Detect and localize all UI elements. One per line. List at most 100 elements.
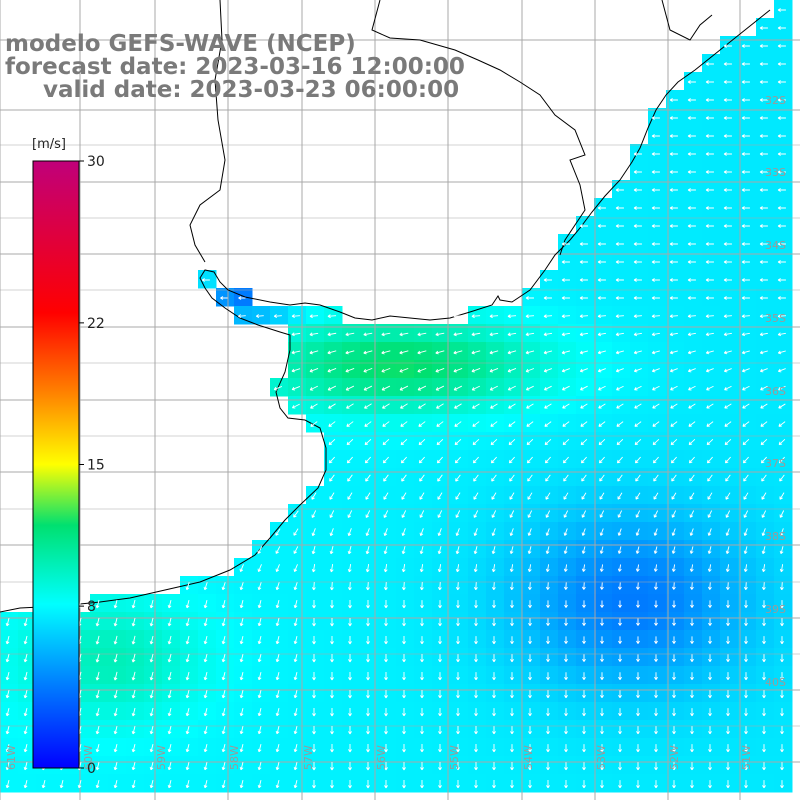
wind-arrow [291,368,301,373]
wind-arrow [617,474,623,482]
wind-arrow [492,618,496,627]
field-cell [576,468,595,487]
field-cell [234,738,253,757]
wind-arrow [364,456,371,464]
wind-arrow [741,44,750,48]
wind-arrow [741,134,750,138]
field-cell [666,648,685,667]
field-cell [738,612,757,631]
wind-arrow [95,707,100,717]
wind-arrow [41,780,46,789]
field-cell [540,594,559,613]
field-cell [198,774,217,793]
wind-arrow [454,456,461,464]
field-cell [702,774,721,793]
wind-arrow [291,350,301,355]
field-cell [468,612,487,631]
wind-arrow [743,528,748,536]
wind-arrow [741,368,750,373]
field-cell [558,270,577,289]
wind-arrow [455,510,461,518]
field-cell [378,486,397,505]
wind-arrow [239,636,244,645]
longitude-label: 56W [375,745,388,770]
wind-arrow [543,350,553,355]
field-cell [378,612,397,631]
field-cell [684,558,703,577]
wind-arrow [546,618,550,626]
field-cell [270,702,289,721]
field-cell [720,54,739,73]
field-cell [108,648,127,667]
field-cell [432,324,451,343]
field-cell [756,324,775,343]
field-cell [270,522,289,541]
wind-arrow [707,492,713,500]
field-cell [648,234,667,253]
wind-arrow [273,314,282,319]
wind-arrow [707,582,712,590]
wind-arrow [23,653,28,663]
wind-arrow [471,385,481,391]
field-cell [594,522,613,541]
field-cell [414,594,433,613]
wind-arrow [453,314,463,319]
field-cell [360,522,379,541]
field-cell [144,702,163,721]
wind-arrow [402,726,406,735]
field-cell [630,486,649,505]
field-cell [180,774,199,793]
wind-arrow [257,708,262,717]
wind-arrow [131,635,136,645]
wind-arrow [239,726,244,735]
latitude-label: 36S [765,385,786,398]
wind-arrow [672,726,676,735]
field-cell [126,702,145,721]
wind-arrow [724,439,732,446]
field-cell [720,720,739,739]
field-cell [216,738,235,757]
wind-arrow [777,350,786,355]
field-cell [774,162,793,181]
wind-arrow [95,653,100,663]
wind-arrow [239,690,244,699]
wind-arrow [579,314,588,319]
field-cell [216,594,235,613]
wind-arrow [185,671,190,681]
wind-arrow [599,510,605,518]
field-cell [252,666,271,685]
wind-arrow [759,296,768,300]
wind-arrow [687,332,696,337]
wind-arrow [705,134,714,138]
wind-arrow [419,546,424,555]
wind-arrow [420,690,424,699]
wind-arrow [438,744,442,753]
wind-arrow [328,403,336,409]
wind-arrow [239,672,244,681]
wind-arrow [95,762,100,771]
field-cell [738,198,757,217]
field-cell [648,180,667,199]
field-cell [774,558,793,577]
field-cell [108,720,127,739]
field-cell [594,486,613,505]
wind-arrow [113,744,118,753]
wind-arrow [348,636,352,645]
wind-arrow [726,618,730,626]
wind-arrow [759,116,768,120]
field-cell [738,288,757,307]
wind-arrow [400,438,408,446]
wind-arrow [634,403,642,409]
wind-arrow [167,671,172,681]
field-cell [306,720,325,739]
field-cell [702,684,721,703]
wind-arrow [275,708,280,717]
field-cell [738,126,757,145]
wind-arrow [436,403,444,409]
wind-arrow [525,385,534,391]
field-cell [702,540,721,559]
field-cell [252,540,271,559]
wind-arrow [309,385,319,391]
field-cell [774,90,793,109]
wind-arrow [384,654,388,663]
